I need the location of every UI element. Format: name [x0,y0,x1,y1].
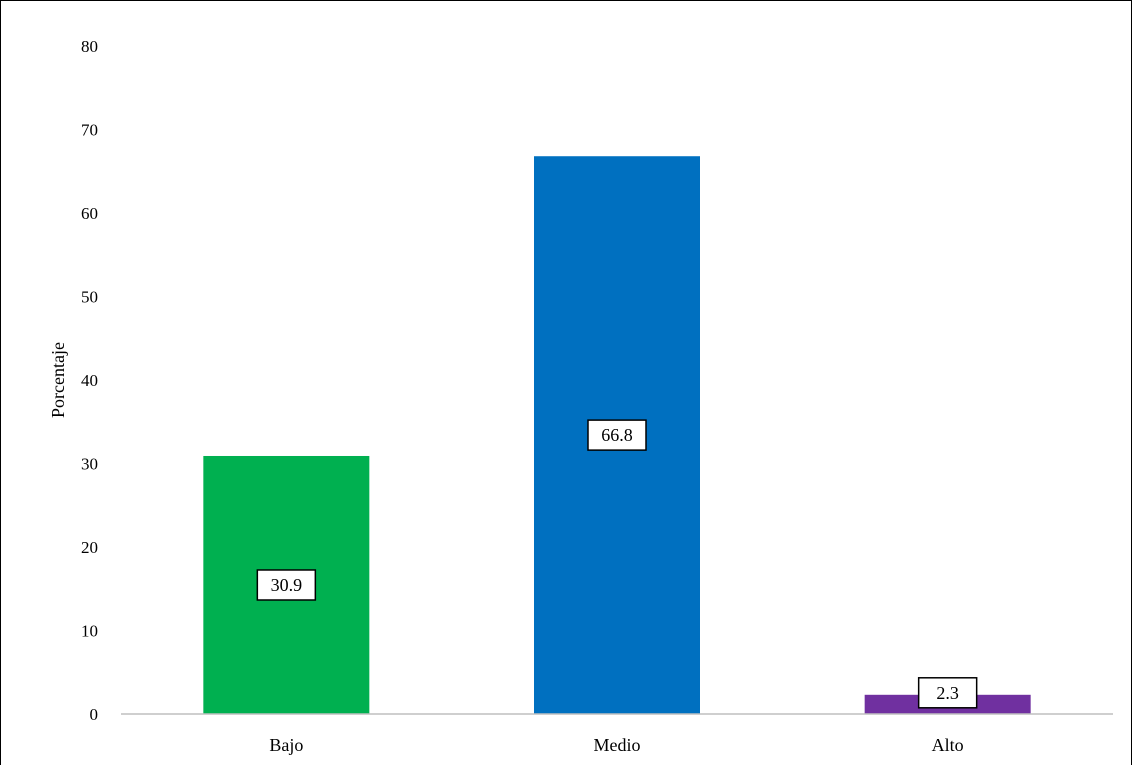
data-label-text: 30.9 [271,575,303,595]
data-label-text: 2.3 [936,683,959,703]
y-tick-label: 60 [81,204,98,223]
y-axis-ticks: 0 10 20 30 40 50 60 70 80 [81,37,98,724]
y-tick-label: 10 [81,622,98,641]
data-label-box [917,677,978,709]
data-label: 66.8 [587,419,647,451]
y-axis-title: Porcentaje [48,342,68,418]
x-category-label: Bajo [269,735,303,755]
y-tick-label: 40 [81,371,98,390]
data-label: 2.3 [917,677,978,709]
y-tick-label: 80 [81,37,98,56]
x-category-label: Alto [932,735,964,755]
data-label: 30.9 [256,569,317,601]
y-tick-label: 20 [81,538,98,557]
data-labels: 30.9 66.8 2.3 [256,419,978,709]
y-tick-label: 0 [90,705,99,724]
y-tick-label: 30 [81,455,98,474]
data-label-box [256,569,317,601]
y-tick-label: 70 [81,121,98,140]
data-label-box [587,419,647,451]
data-label-text: 66.8 [601,425,633,445]
x-category-label: Medio [594,735,641,755]
y-tick-label: 50 [81,288,98,307]
x-axis-categories: Bajo Medio Alto [269,735,963,755]
